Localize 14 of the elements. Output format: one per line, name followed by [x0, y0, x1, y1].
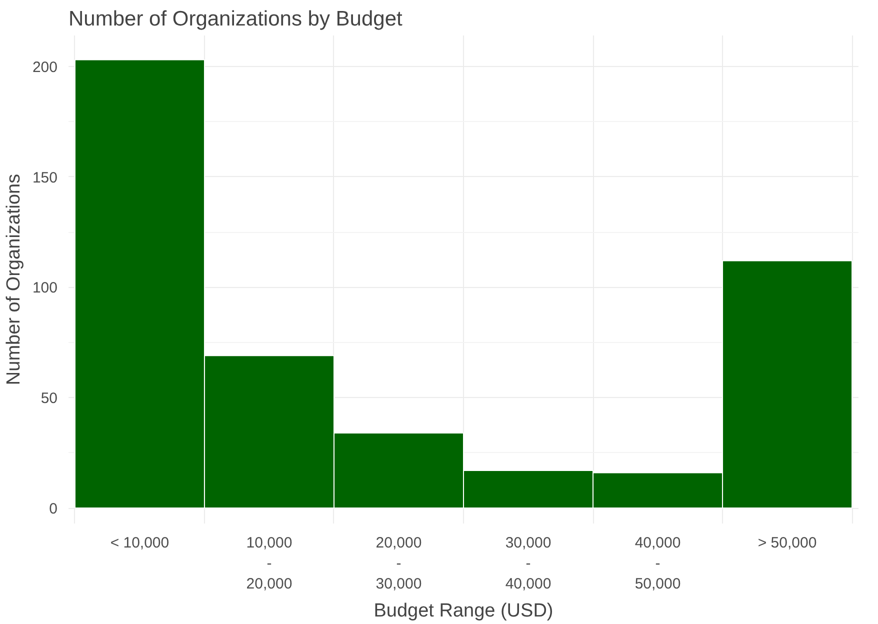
chart-title: Number of Organizations by Budget — [68, 8, 403, 30]
x-tick-label: > 50,000 — [758, 534, 817, 552]
x-tick-label: 10,000 - 20,000 — [246, 534, 292, 592]
x-axis-title: Budget Range (USD) — [374, 600, 554, 622]
y-tick-label: 200 — [32, 58, 58, 76]
x-tick-label: < 10,000 — [110, 534, 170, 552]
x-tick-label: 30,000 - 40,000 — [505, 534, 552, 592]
x-tick-label: 20,000 - 30,000 — [376, 534, 422, 592]
y-tick-label: 150 — [32, 169, 58, 186]
y-tick-label: 100 — [32, 280, 58, 297]
y-tick-label: 0 — [49, 500, 58, 518]
x-tick-label: 40,000 - 50,000 — [634, 534, 681, 592]
y-axis-title: Number of Organizations — [3, 174, 24, 386]
y-tick-label: 50 — [40, 390, 58, 408]
